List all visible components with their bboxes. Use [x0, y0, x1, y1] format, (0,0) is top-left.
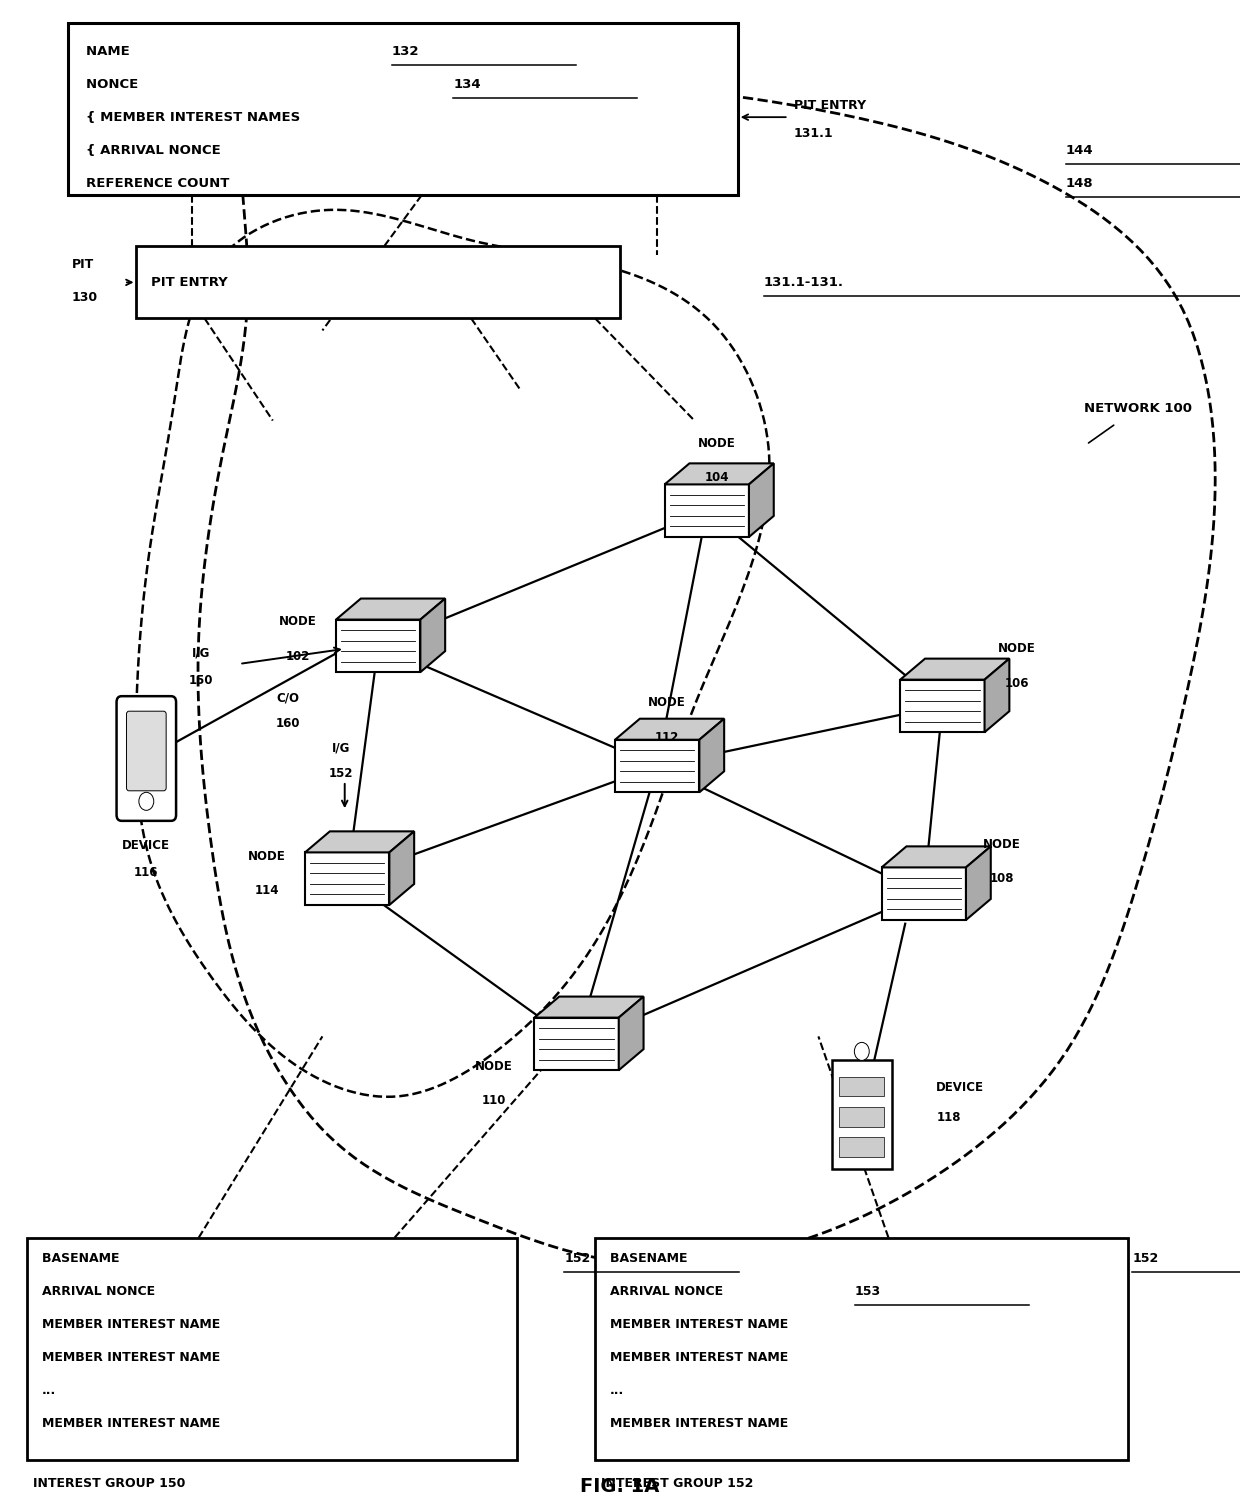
Text: NAME: NAME: [86, 45, 134, 57]
Text: 102: 102: [285, 650, 310, 662]
Text: MEMBER INTEREST NAME: MEMBER INTEREST NAME: [610, 1319, 792, 1331]
Polygon shape: [615, 719, 724, 740]
Text: I/G: I/G: [192, 647, 210, 659]
Text: ARRIVAL NONCE: ARRIVAL NONCE: [42, 1286, 160, 1298]
FancyBboxPatch shape: [839, 1107, 884, 1126]
FancyBboxPatch shape: [117, 697, 176, 820]
Polygon shape: [420, 599, 445, 671]
Text: C/O: C/O: [277, 692, 299, 704]
Text: MEMBER INTEREST NAME: MEMBER INTEREST NAME: [42, 1418, 224, 1430]
Text: 116: 116: [134, 867, 159, 879]
Text: 112: 112: [655, 731, 680, 743]
Polygon shape: [900, 679, 985, 731]
Polygon shape: [615, 740, 699, 793]
Text: NODE: NODE: [998, 643, 1035, 655]
Text: ARRIVAL NONCE: ARRIVAL NONCE: [610, 1286, 728, 1298]
Text: 148: 148: [1065, 177, 1094, 189]
Polygon shape: [665, 484, 749, 536]
Text: PIT ENTRY: PIT ENTRY: [151, 276, 233, 288]
Text: 104: 104: [704, 472, 729, 484]
Text: { MEMBER INTEREST NAMES: { MEMBER INTEREST NAMES: [86, 111, 305, 123]
Text: 160: 160: [275, 718, 300, 730]
Text: NETWORK 100: NETWORK 100: [1084, 403, 1193, 415]
FancyBboxPatch shape: [126, 710, 166, 790]
Polygon shape: [900, 658, 1009, 679]
Text: 131.1: 131.1: [794, 128, 833, 140]
Text: 118: 118: [936, 1111, 961, 1123]
Polygon shape: [985, 658, 1009, 731]
Text: INTEREST GROUP 152: INTEREST GROUP 152: [601, 1478, 754, 1490]
Polygon shape: [336, 599, 445, 620]
Text: ...: ...: [610, 1385, 624, 1397]
Text: MEMBER INTEREST NAME: MEMBER INTEREST NAME: [42, 1319, 224, 1331]
Text: NODE: NODE: [279, 616, 316, 628]
FancyBboxPatch shape: [68, 23, 738, 195]
Text: NODE: NODE: [475, 1060, 512, 1072]
Text: 132: 132: [392, 45, 419, 57]
Text: 114: 114: [254, 885, 279, 897]
Text: NODE: NODE: [698, 437, 735, 449]
Polygon shape: [966, 846, 991, 919]
Text: { ARRIVAL NONCE: { ARRIVAL NONCE: [86, 144, 224, 156]
Text: 150: 150: [188, 674, 213, 686]
Polygon shape: [882, 867, 966, 919]
Text: PIT: PIT: [72, 258, 94, 270]
Text: DEVICE: DEVICE: [936, 1081, 985, 1093]
Text: 152: 152: [329, 768, 353, 780]
FancyBboxPatch shape: [595, 1238, 1128, 1460]
Text: FIG. 1A: FIG. 1A: [580, 1478, 660, 1496]
Polygon shape: [389, 831, 414, 904]
Text: NODE: NODE: [248, 850, 285, 862]
Text: REFERENCE COUNT: REFERENCE COUNT: [86, 177, 233, 189]
Text: I/G: I/G: [332, 742, 350, 754]
Text: ...: ...: [42, 1385, 56, 1397]
Polygon shape: [534, 1018, 619, 1069]
Text: BASENAME: BASENAME: [42, 1253, 124, 1265]
Text: NONCE: NONCE: [86, 78, 143, 90]
Polygon shape: [699, 719, 724, 793]
Text: 152: 152: [1132, 1253, 1158, 1265]
Text: 153: 153: [854, 1286, 880, 1298]
FancyBboxPatch shape: [832, 1060, 892, 1169]
Circle shape: [854, 1042, 869, 1060]
Text: 106: 106: [1004, 677, 1029, 689]
FancyBboxPatch shape: [839, 1137, 884, 1157]
Circle shape: [139, 793, 154, 810]
Polygon shape: [665, 463, 774, 484]
Polygon shape: [882, 846, 991, 867]
Text: BASENAME: BASENAME: [610, 1253, 692, 1265]
Polygon shape: [305, 852, 389, 904]
Text: 134: 134: [453, 78, 481, 90]
Text: MEMBER INTEREST NAME: MEMBER INTEREST NAME: [42, 1352, 224, 1364]
Text: 152: 152: [564, 1253, 590, 1265]
Text: INTEREST GROUP 150: INTEREST GROUP 150: [33, 1478, 186, 1490]
Polygon shape: [336, 620, 420, 671]
FancyBboxPatch shape: [839, 1077, 884, 1096]
Text: PIT ENTRY: PIT ENTRY: [794, 99, 866, 111]
Text: 144: 144: [1065, 144, 1094, 156]
Text: NODE: NODE: [983, 838, 1021, 850]
Text: MEMBER INTEREST NAME: MEMBER INTEREST NAME: [610, 1352, 792, 1364]
Text: 131.1-131.: 131.1-131.: [764, 276, 844, 288]
Text: MEMBER INTEREST NAME: MEMBER INTEREST NAME: [610, 1418, 792, 1430]
Polygon shape: [305, 831, 414, 852]
Polygon shape: [619, 997, 644, 1069]
Polygon shape: [749, 463, 774, 536]
Text: NODE: NODE: [649, 697, 686, 709]
Text: DEVICE: DEVICE: [123, 840, 170, 852]
Text: 110: 110: [481, 1095, 506, 1107]
FancyBboxPatch shape: [27, 1238, 517, 1460]
Text: 130: 130: [72, 291, 98, 303]
Text: 108: 108: [990, 873, 1014, 885]
FancyBboxPatch shape: [136, 246, 620, 318]
Polygon shape: [534, 997, 644, 1018]
